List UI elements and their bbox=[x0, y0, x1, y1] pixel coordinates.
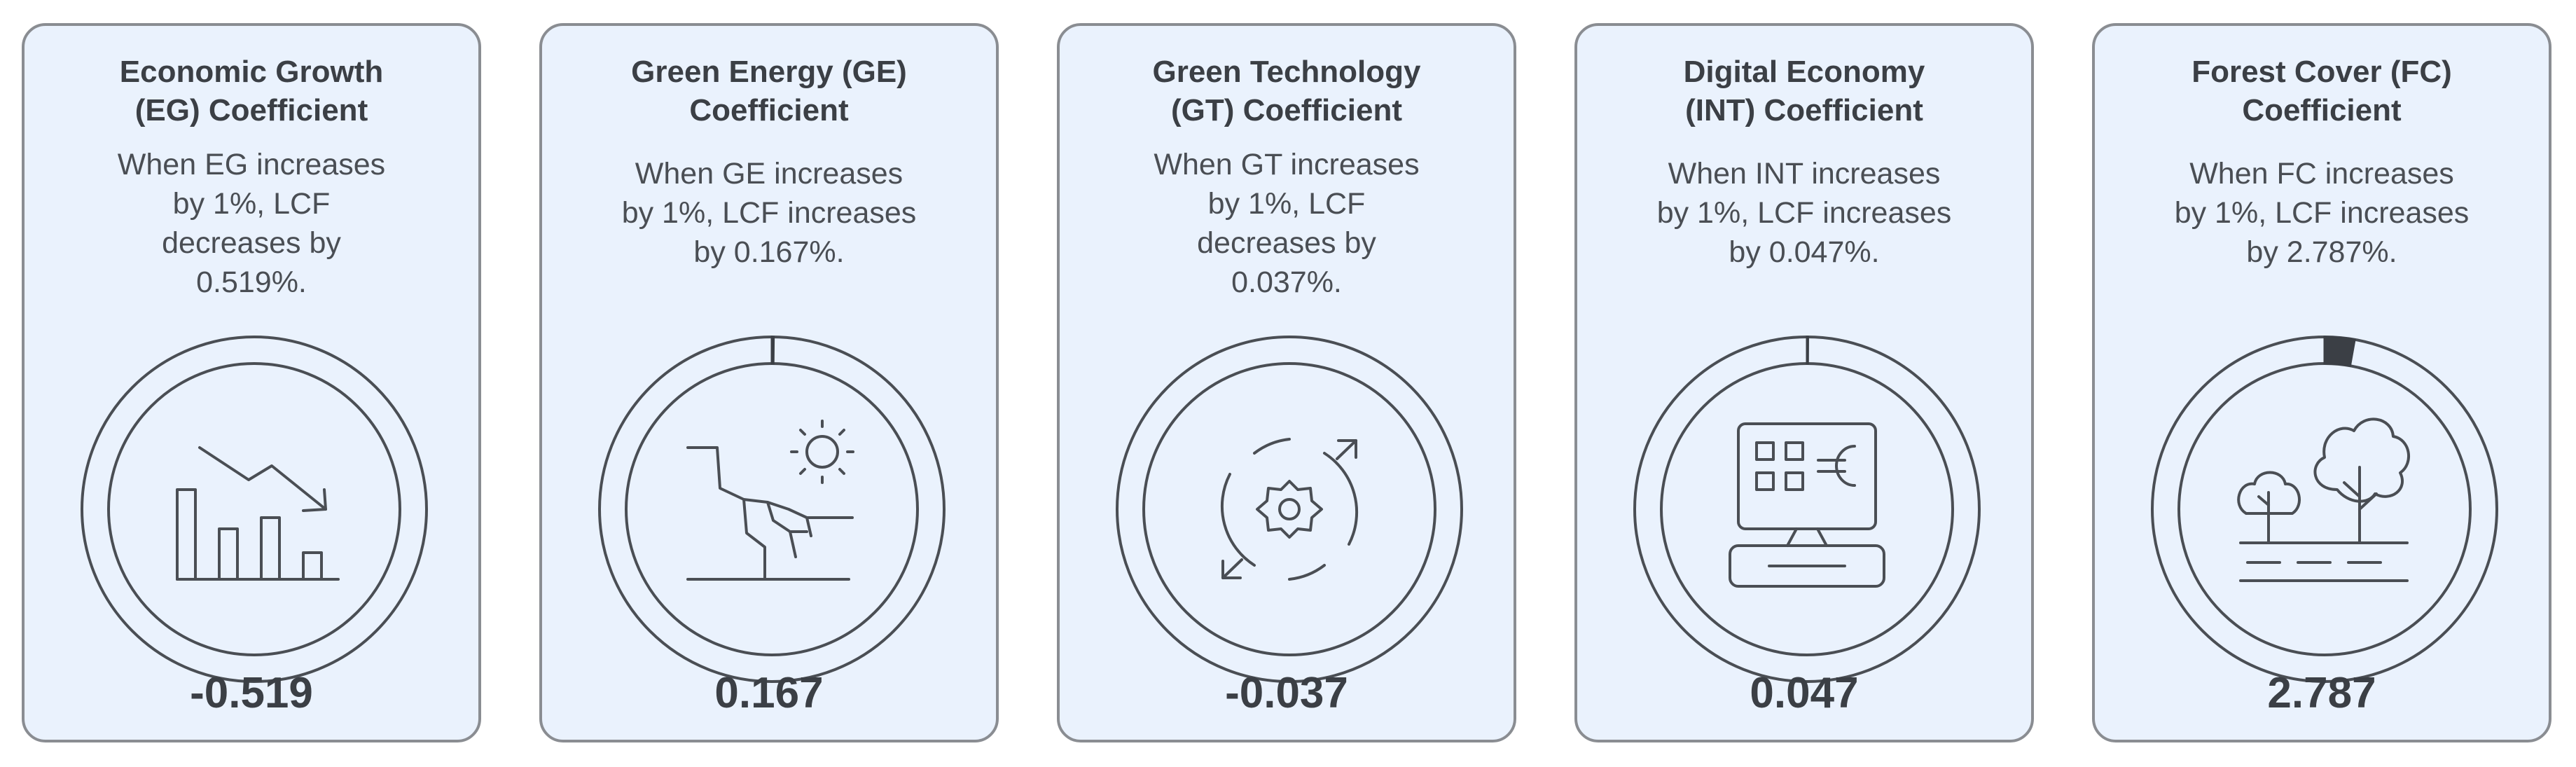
card-description: When GT increases by 1%, LCF decreases b… bbox=[1154, 148, 1420, 299]
coefficient-value: -0.037 bbox=[1225, 669, 1348, 717]
card-title: Green Energy (GE) Coefficient bbox=[631, 55, 907, 127]
gear-cycle-icon bbox=[1220, 438, 1359, 581]
coefficient-value: 0.167 bbox=[714, 669, 824, 717]
coefficient-dial bbox=[2151, 336, 2498, 683]
coefficient-dial bbox=[81, 336, 428, 683]
card-title: Forest Cover (FC) Coefficient bbox=[2191, 55, 2452, 127]
trees-icon bbox=[2237, 417, 2411, 582]
coefficient-value: 2.787 bbox=[2267, 669, 2376, 717]
declining-bar-chart-icon bbox=[176, 446, 340, 581]
card-description: When FC increases by 1%, LCF increases b… bbox=[2174, 157, 2470, 269]
ring-progress-mark bbox=[770, 336, 775, 365]
card-description: When GE increases by 1%, LCF increases b… bbox=[621, 157, 917, 269]
card-description: When EG increases by 1%, LCF decreases b… bbox=[117, 148, 386, 299]
card-green-energy: Green Energy (GE) Coefficient When GE in… bbox=[539, 23, 999, 742]
card-digital-economy: Digital Economy (INT) Coefficient When I… bbox=[1574, 23, 2034, 742]
coefficient-value: -0.519 bbox=[190, 669, 313, 717]
card-green-technology: Green Technology (GT) Coefficient When G… bbox=[1057, 23, 1516, 742]
card-economic-growth: Economic Growth (EG) Coefficient When EG… bbox=[22, 23, 481, 742]
coefficient-value: 0.047 bbox=[1750, 669, 1859, 717]
card-title: Digital Economy (INT) Coefficient bbox=[1683, 55, 1925, 127]
ring-progress-mark bbox=[1806, 336, 1809, 365]
sun-cliff-icon bbox=[686, 420, 854, 581]
card-forest-cover: Forest Cover (FC) Coefficient When FC in… bbox=[2092, 23, 2551, 742]
coefficient-dial bbox=[1633, 336, 1981, 683]
coefficient-dial bbox=[598, 336, 946, 683]
coefficient-dial bbox=[1116, 336, 1463, 683]
card-title: Economic Growth (EG) Coefficient bbox=[119, 55, 384, 127]
card-description: When INT increases by 1%, LCF increases … bbox=[1656, 157, 1952, 269]
card-title: Green Technology (GT) Coefficient bbox=[1152, 55, 1421, 127]
computer-euro-icon bbox=[1729, 422, 1885, 588]
ring-progress-mark bbox=[2323, 336, 2356, 367]
